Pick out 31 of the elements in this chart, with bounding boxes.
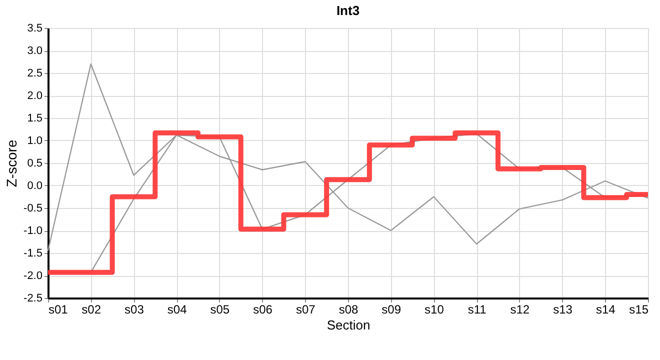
x-tick-label: s11 [468, 302, 487, 316]
y-axis-title: Z-score [4, 140, 20, 188]
x-tick-label: s08 [338, 302, 358, 316]
y-tick-label: -2.5 [24, 292, 42, 304]
x-tick-label: s15 [629, 302, 649, 316]
x-tick-label: s10 [424, 302, 444, 316]
x-tick-label: s02 [82, 302, 102, 316]
chart-title: Int3 [336, 3, 360, 18]
x-tick-label: s01 [48, 302, 68, 316]
x-tick-label: s04 [167, 302, 188, 316]
y-tick-label: 1.5 [27, 112, 42, 124]
y-tick-label: -1.5 [24, 248, 42, 260]
y-tick-label: 2.0 [27, 90, 42, 102]
x-axis-title: Section [326, 318, 370, 332]
y-tick-label: 3.0 [27, 45, 42, 57]
y-tick-label: -0.5 [24, 202, 42, 214]
y-tick-label: 1.0 [27, 135, 42, 147]
x-tick-label: s05 [210, 302, 230, 316]
x-tick-label: s14 [596, 302, 616, 316]
y-tick-label: -2.0 [24, 270, 42, 282]
x-tick-label: s06 [253, 302, 273, 316]
y-tick-label: 3.5 [27, 22, 42, 34]
y-tick-label: 0.5 [27, 158, 42, 170]
x-tick-label: s13 [553, 302, 573, 316]
y-tick-label: -1.0 [24, 225, 42, 237]
x-tick-label: s12 [510, 302, 530, 316]
y-tick-label: 0.0 [27, 180, 42, 192]
x-tick-label: s09 [382, 302, 402, 316]
x-tick-label: s03 [124, 302, 144, 316]
x-tick-label: s07 [296, 302, 316, 316]
y-tick-label: 2.5 [27, 68, 42, 80]
